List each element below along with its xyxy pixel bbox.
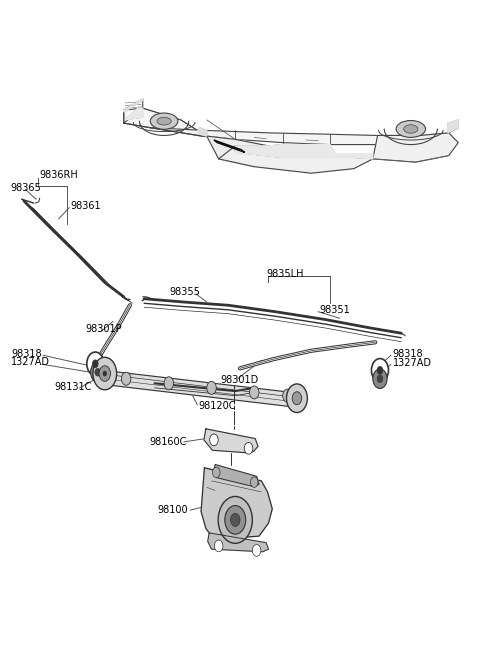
Text: 9835LH: 9835LH	[266, 269, 303, 279]
Polygon shape	[214, 140, 245, 152]
Polygon shape	[448, 120, 458, 133]
Polygon shape	[204, 429, 258, 453]
Ellipse shape	[396, 121, 425, 137]
Polygon shape	[124, 99, 143, 112]
Circle shape	[251, 477, 258, 487]
Circle shape	[225, 506, 246, 534]
Circle shape	[377, 375, 383, 382]
Text: 1327AD: 1327AD	[393, 358, 432, 368]
Circle shape	[93, 358, 117, 390]
Text: 98365: 98365	[10, 182, 41, 192]
Circle shape	[210, 434, 218, 445]
Circle shape	[292, 392, 301, 405]
Circle shape	[95, 368, 100, 376]
Text: 98131C: 98131C	[54, 382, 91, 392]
Circle shape	[164, 377, 174, 390]
Circle shape	[373, 369, 387, 388]
Polygon shape	[219, 146, 373, 173]
Circle shape	[87, 352, 104, 375]
Polygon shape	[124, 108, 207, 136]
Text: 98301P: 98301P	[86, 324, 122, 335]
Polygon shape	[150, 128, 458, 144]
Polygon shape	[330, 154, 373, 159]
Text: 98351: 98351	[320, 305, 350, 315]
Polygon shape	[283, 144, 335, 157]
Text: 98318: 98318	[393, 349, 423, 359]
Polygon shape	[125, 108, 143, 120]
Text: 98355: 98355	[170, 287, 201, 297]
Polygon shape	[197, 128, 207, 136]
Ellipse shape	[404, 125, 418, 133]
Text: 1327AD: 1327AD	[12, 358, 50, 367]
Polygon shape	[373, 133, 458, 162]
Text: 98160C: 98160C	[150, 437, 187, 447]
Text: 98318: 98318	[12, 349, 42, 359]
Text: 98301D: 98301D	[220, 375, 258, 385]
Circle shape	[91, 363, 105, 382]
Text: 9836RH: 9836RH	[40, 170, 79, 180]
Circle shape	[213, 467, 220, 478]
Circle shape	[230, 514, 240, 526]
Polygon shape	[102, 370, 304, 407]
Circle shape	[99, 366, 110, 381]
Polygon shape	[235, 144, 283, 157]
Circle shape	[372, 359, 388, 382]
Circle shape	[377, 367, 383, 374]
Polygon shape	[208, 533, 268, 552]
Circle shape	[121, 372, 131, 385]
Circle shape	[250, 386, 259, 399]
Ellipse shape	[150, 113, 178, 129]
Ellipse shape	[157, 117, 171, 125]
Circle shape	[244, 443, 253, 454]
Text: 98120C: 98120C	[198, 401, 236, 411]
Circle shape	[93, 360, 98, 367]
Polygon shape	[207, 136, 268, 167]
Circle shape	[252, 544, 261, 556]
Polygon shape	[201, 468, 272, 539]
Circle shape	[207, 381, 216, 394]
Polygon shape	[214, 464, 259, 487]
Circle shape	[215, 540, 223, 552]
Circle shape	[287, 384, 307, 413]
Circle shape	[103, 371, 107, 376]
Circle shape	[283, 389, 292, 402]
Text: 98361: 98361	[70, 201, 101, 211]
Circle shape	[218, 497, 252, 543]
Text: 98100: 98100	[157, 505, 188, 515]
